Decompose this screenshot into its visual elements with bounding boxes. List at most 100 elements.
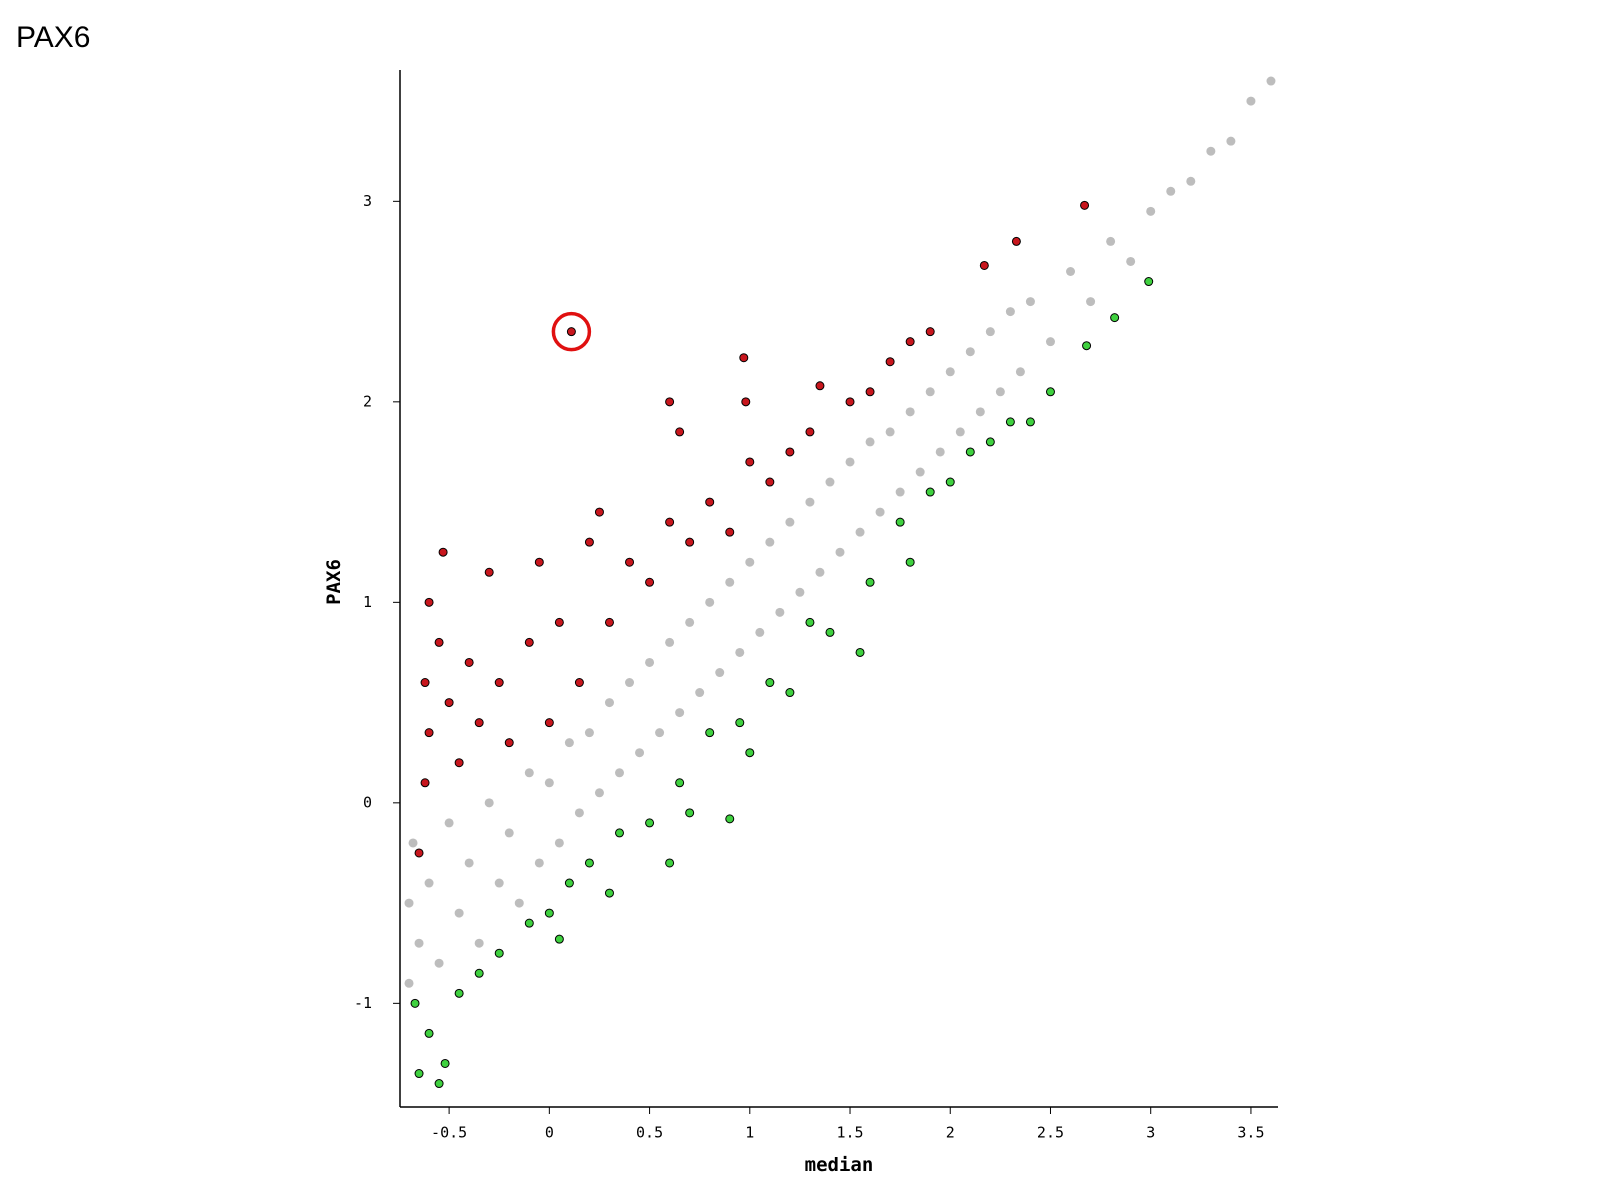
point — [785, 447, 795, 457]
point — [1025, 417, 1035, 427]
point — [514, 898, 524, 908]
point — [615, 768, 624, 778]
point — [574, 678, 584, 688]
point — [414, 848, 424, 858]
point — [835, 547, 845, 557]
point — [905, 557, 915, 567]
point — [885, 427, 895, 437]
point — [895, 487, 905, 497]
point — [420, 678, 430, 688]
point — [524, 918, 534, 928]
point — [1126, 256, 1136, 266]
point — [584, 858, 594, 868]
point — [604, 698, 614, 708]
point — [604, 617, 614, 627]
point — [755, 627, 765, 637]
point — [715, 668, 725, 678]
point — [584, 728, 594, 738]
point — [805, 497, 815, 507]
point — [444, 818, 454, 828]
point — [464, 657, 474, 667]
point — [544, 778, 554, 788]
point — [404, 898, 414, 908]
y-tick-label: 2 — [363, 392, 372, 410]
point — [554, 838, 564, 848]
point — [484, 567, 494, 577]
point — [875, 507, 885, 517]
point — [741, 397, 751, 407]
point — [1025, 297, 1035, 307]
point — [434, 958, 444, 968]
chart-title: PAX6 — [16, 21, 91, 54]
point — [805, 427, 815, 437]
point — [414, 938, 424, 948]
point — [785, 688, 795, 698]
point — [1144, 277, 1154, 287]
point — [1005, 307, 1015, 317]
point — [825, 477, 835, 487]
point — [825, 627, 835, 637]
point — [615, 828, 624, 838]
point — [1080, 200, 1090, 210]
point — [438, 547, 448, 557]
point — [625, 557, 635, 567]
highlight-ring — [551, 311, 592, 352]
x-tick-label: -0.5 — [431, 1124, 467, 1142]
x-tick-label: 1 — [745, 1124, 754, 1142]
point — [625, 678, 635, 688]
point — [564, 738, 574, 748]
point — [1166, 186, 1176, 196]
point — [594, 788, 604, 798]
point — [655, 728, 665, 738]
point — [705, 728, 715, 738]
x-tick-label: 3 — [1146, 1124, 1155, 1142]
point — [745, 457, 755, 467]
point — [564, 878, 574, 888]
point — [454, 758, 464, 768]
point — [665, 637, 675, 647]
x-tick-label: 0.5 — [636, 1124, 663, 1142]
y-tick-label: 0 — [363, 793, 372, 811]
point — [424, 728, 434, 738]
point — [554, 934, 564, 944]
point — [534, 858, 544, 868]
point — [1011, 236, 1021, 246]
point — [685, 808, 695, 818]
point — [735, 718, 745, 728]
point — [420, 778, 430, 788]
point — [584, 537, 594, 547]
point — [865, 387, 875, 397]
point — [454, 908, 464, 918]
point — [1005, 417, 1015, 427]
point — [440, 1058, 450, 1068]
point — [765, 678, 775, 688]
point — [795, 587, 805, 597]
point — [725, 814, 735, 824]
x-tick-label: 2.5 — [1037, 1124, 1064, 1142]
point — [494, 678, 504, 688]
point — [604, 888, 614, 898]
point — [865, 437, 875, 447]
point — [1186, 176, 1196, 186]
point — [1110, 313, 1120, 323]
y-tick-label: 3 — [363, 192, 372, 210]
point — [745, 748, 755, 758]
point — [665, 397, 675, 407]
point — [675, 778, 685, 788]
x-tick-label: 0 — [545, 1124, 554, 1142]
point — [945, 367, 955, 377]
point — [675, 427, 685, 437]
point — [645, 818, 655, 828]
point — [685, 617, 695, 627]
point — [975, 407, 985, 417]
point — [574, 808, 584, 818]
point — [1206, 146, 1216, 156]
point — [1015, 367, 1025, 377]
point — [494, 948, 504, 958]
point — [725, 577, 735, 587]
point — [1086, 297, 1096, 307]
point — [1266, 76, 1276, 86]
point — [805, 617, 815, 627]
point — [635, 748, 645, 758]
point — [675, 708, 685, 718]
